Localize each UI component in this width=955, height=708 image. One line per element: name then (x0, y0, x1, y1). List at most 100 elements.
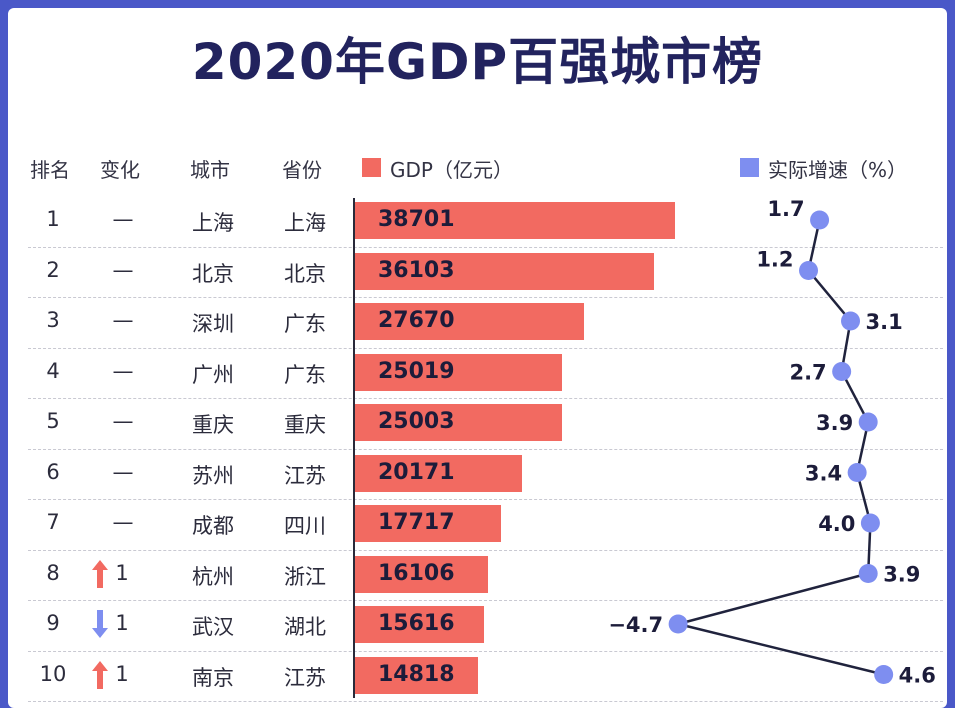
chart-title: 2020年GDP百强城市榜 (191, 33, 764, 91)
rank-cell: 6 (46, 459, 60, 484)
city-cell: 成都 (192, 514, 234, 538)
growth-value-label: 1.2 (756, 248, 793, 272)
gdp-value-label: 20171 (378, 459, 455, 485)
change-cell: — (112, 459, 134, 484)
gdp-bar (355, 454, 522, 492)
growth-value-label: 3.4 (805, 462, 842, 486)
growth-point (858, 564, 878, 583)
row-divider (28, 448, 943, 450)
province-cell: 北京 (284, 261, 326, 286)
gdp-bar (355, 555, 489, 593)
rank-cell: 7 (46, 510, 60, 534)
gdp-bar (355, 606, 485, 643)
arrow-down-icon (92, 610, 108, 638)
gdp-value-label: 25003 (378, 409, 455, 434)
gdp-value-label: 36103 (378, 257, 455, 283)
growth-point (841, 311, 861, 331)
growth-point (668, 614, 688, 634)
growth-value-label: 1.7 (767, 197, 804, 221)
growth-point (832, 362, 852, 381)
arrow-up-icon (92, 660, 108, 689)
row-divider (28, 297, 943, 298)
province-cell: 江苏 (284, 463, 326, 488)
growth-value-label: 3.9 (883, 563, 920, 587)
province-cell: 重庆 (284, 413, 326, 437)
rank-cell: 3 (46, 308, 60, 332)
gdp-legend-swatch (362, 158, 381, 177)
rank-cell: 9 (46, 611, 60, 635)
bar-axis (353, 198, 355, 698)
rank-cell: 1 (46, 207, 60, 231)
city-cell: 深圳 (192, 312, 234, 336)
gdp-value-label: 17717 (378, 510, 455, 535)
change-cell: — (112, 207, 134, 231)
change-cell: 1 (115, 661, 129, 686)
header-change: 变化 (100, 158, 140, 182)
growth-value-label: 4.0 (818, 512, 855, 536)
gdp-value-label: 15616 (378, 611, 455, 636)
gdp-bar (355, 404, 562, 441)
gdp-bar (355, 505, 502, 542)
row-divider (28, 246, 943, 248)
province-cell: 浙江 (284, 564, 326, 589)
change-cell: — (112, 409, 134, 433)
city-cell: 杭州 (192, 564, 234, 589)
growth-point (874, 665, 894, 684)
growth-point (860, 513, 880, 533)
rank-cell: 4 (46, 358, 60, 383)
city-cell: 苏州 (192, 463, 234, 488)
city-cell: 北京 (192, 261, 234, 286)
province-cell: 广东 (284, 362, 326, 387)
change-cell: — (112, 308, 134, 332)
gdp-bar (355, 656, 478, 694)
row-divider (28, 600, 943, 601)
growth-legend-swatch (740, 158, 759, 177)
gdp-bar (355, 303, 584, 340)
gdp-bar (355, 252, 654, 290)
row-divider (28, 398, 943, 399)
gdp-bar (355, 202, 675, 239)
gdp-value-label: 27670 (378, 308, 455, 333)
gdp-value-label: 25019 (378, 358, 455, 384)
growth-value-label: −4.7 (608, 613, 663, 637)
growth-point (799, 261, 819, 280)
gdp-value-label: 16106 (378, 560, 455, 586)
city-cell: 广州 (192, 362, 234, 387)
header-growth-legend: 实际增速（%） (768, 158, 908, 182)
city-cell: 南京 (192, 665, 234, 690)
header-gdp-legend: GDP（亿元） (390, 158, 513, 182)
growth-value-label: 3.9 (816, 411, 853, 435)
change-cell: 1 (115, 611, 129, 635)
gdp-bar (355, 353, 562, 391)
growth-value-label: 4.6 (899, 664, 936, 688)
rank-cell: 8 (46, 560, 60, 585)
rank-cell: 5 (46, 409, 60, 433)
header-city: 城市 (190, 158, 230, 182)
arrow-up-icon (92, 559, 108, 588)
province-cell: 四川 (284, 514, 326, 538)
row-divider (28, 499, 943, 500)
growth-point (847, 463, 867, 482)
province-cell: 广东 (284, 312, 326, 336)
row-divider (28, 549, 943, 551)
province-cell: 江苏 (284, 665, 326, 690)
growth-point (810, 210, 830, 230)
growth-value-label: 2.7 (789, 361, 826, 385)
gdp-value-label: 14818 (378, 661, 455, 687)
growth-line (677, 219, 884, 676)
city-cell: 武汉 (192, 615, 234, 639)
rank-cell: 2 (46, 257, 60, 282)
change-cell: 1 (115, 560, 129, 585)
header-rank: 排名 (30, 158, 70, 182)
change-cell: — (112, 257, 134, 282)
city-cell: 重庆 (192, 413, 234, 437)
gdp-value-label: 38701 (378, 207, 455, 232)
header-province: 省份 (282, 158, 322, 182)
city-cell: 上海 (192, 211, 234, 235)
change-cell: — (112, 510, 134, 534)
row-divider (28, 347, 943, 349)
change-cell: — (112, 358, 134, 383)
province-cell: 湖北 (284, 615, 326, 639)
rank-cell: 10 (39, 661, 67, 686)
